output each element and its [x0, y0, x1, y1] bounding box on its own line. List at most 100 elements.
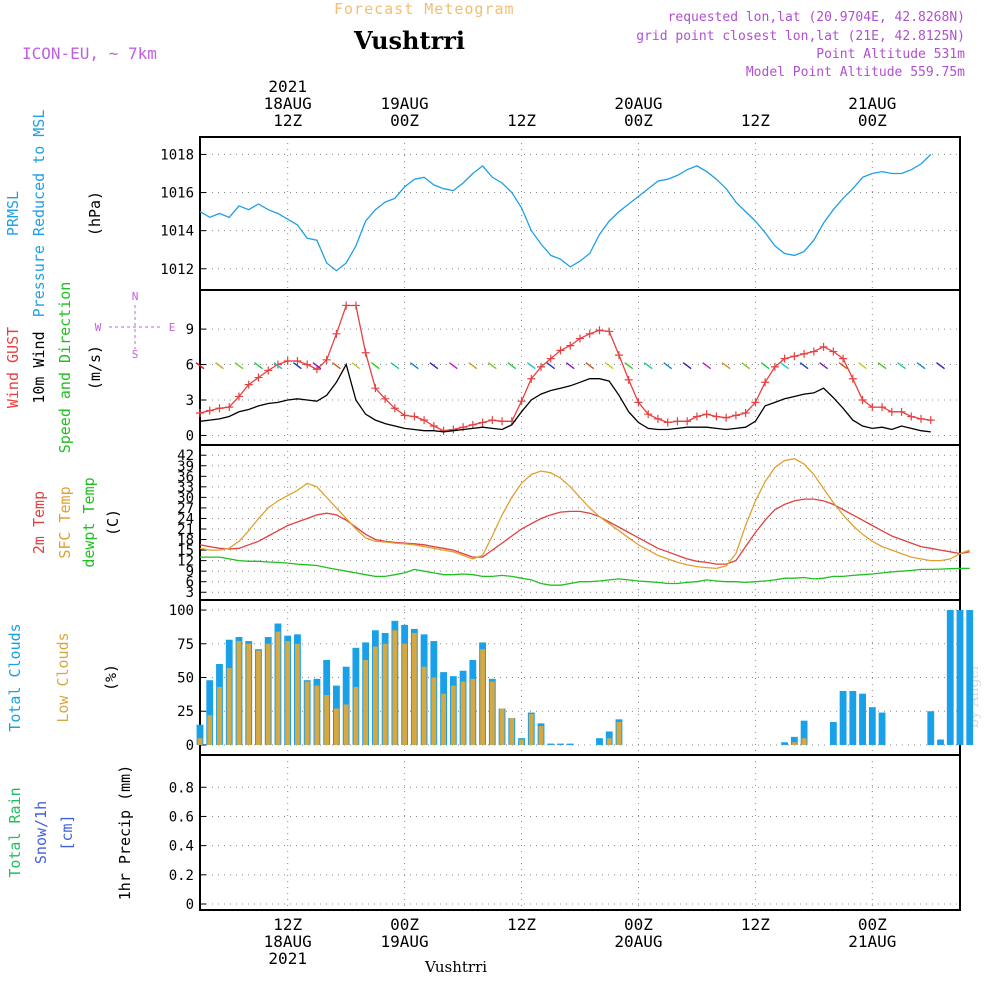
gust-marker — [790, 352, 799, 361]
bottom-time-label: 12Z — [507, 915, 536, 934]
bar-low-clouds — [304, 681, 310, 745]
y-tick-label: 25 — [177, 704, 194, 720]
bar-low-clouds — [226, 668, 232, 745]
bar-low-clouds — [324, 695, 330, 745]
wind-barb — [819, 362, 829, 370]
bar-total-clouds — [937, 739, 944, 745]
top-time-label: 19AUG — [381, 94, 429, 113]
gust-marker — [663, 418, 672, 427]
panel-frame-precip — [199, 754, 961, 911]
gust-marker — [829, 347, 838, 356]
gust-marker — [537, 362, 546, 371]
gust-marker — [926, 416, 935, 425]
gust-marker — [653, 414, 662, 423]
gust-marker — [478, 418, 487, 427]
gust-marker — [283, 357, 292, 365]
gust-marker — [322, 355, 331, 364]
wind-barb — [390, 362, 400, 370]
bar-low-clouds — [295, 643, 300, 745]
gust-marker — [907, 412, 916, 421]
wind-barb — [585, 362, 595, 370]
bar-total-clouds — [596, 738, 603, 745]
bar-total-clouds — [566, 743, 574, 745]
gust-marker — [400, 411, 409, 420]
panel-label-temperature: 2m Temp — [30, 491, 48, 554]
gust-marker — [312, 365, 321, 374]
gust-marker — [468, 420, 477, 429]
gust-marker — [527, 374, 536, 383]
bar-low-clouds — [285, 641, 291, 745]
gust-marker — [215, 404, 224, 413]
y-tick-label: 1014 — [160, 224, 194, 240]
y-tick-label: 1018 — [160, 147, 194, 163]
gust-marker — [595, 326, 604, 335]
gust-marker — [683, 417, 692, 426]
bar-low-clouds — [402, 643, 408, 745]
bar-low-clouds — [616, 722, 622, 745]
gust-marker — [576, 334, 584, 343]
top-time-label: 00Z — [390, 111, 419, 130]
bar-low-clouds — [791, 742, 797, 745]
bar-low-clouds — [801, 738, 807, 745]
y-tick-label: 33 — [177, 480, 194, 496]
wind-barb — [877, 362, 887, 370]
panel-label-pressure: PRMSL — [4, 191, 22, 236]
gust-marker — [303, 360, 312, 369]
gust-marker — [361, 348, 370, 357]
bar-low-clouds — [509, 717, 515, 745]
gust-marker — [692, 412, 701, 421]
gust-marker — [614, 351, 623, 360]
y-tick-label: 18 — [177, 533, 194, 549]
gust-marker — [390, 404, 399, 413]
gust-marker — [264, 366, 273, 375]
bar-total-clouds — [206, 680, 214, 745]
bottom-time-label: 21AUG — [848, 932, 896, 951]
wind-barb — [351, 362, 361, 370]
bar-low-clouds — [460, 681, 466, 745]
y-tick-label: 42 — [177, 448, 194, 464]
panel-frame-pressure — [199, 136, 961, 291]
gust-marker — [293, 357, 302, 365]
closest-coords: grid point closest lon,lat (21E, 42.8125… — [636, 29, 965, 44]
gust-marker — [848, 374, 857, 383]
gust-marker — [722, 413, 731, 422]
bar-low-clouds — [207, 715, 213, 745]
bar-low-clouds — [431, 677, 437, 745]
gust-marker — [858, 396, 867, 404]
bottom-time-label: 19AUG — [381, 932, 429, 951]
wind-barb — [760, 362, 770, 370]
y-tick-label: 21 — [177, 522, 194, 538]
gust-marker — [741, 409, 750, 417]
gust-marker — [556, 346, 565, 355]
bottom-time-label: 00Z — [858, 915, 887, 934]
model-altitude: Model Point Altitude 559.75m — [745, 65, 965, 80]
bar-low-clouds — [421, 666, 427, 745]
gust-marker — [712, 412, 721, 421]
top-time-label: 21AUG — [848, 94, 896, 113]
bar-total-clouds — [781, 742, 789, 745]
gust-marker — [517, 397, 526, 406]
panel-label-pressure: (hPa) — [86, 191, 104, 236]
gust-marker — [342, 301, 351, 310]
gust-marker — [634, 398, 643, 407]
y-tick-label: 0 — [186, 428, 194, 444]
gust-marker — [731, 411, 740, 420]
bar-total-clouds — [878, 712, 886, 745]
y-tick-label: 6 — [186, 575, 194, 591]
y-tick-label: 0.6 — [169, 809, 194, 825]
bar-total-clouds — [196, 724, 204, 745]
bar-low-clouds — [499, 708, 505, 745]
bar-low-clouds — [217, 686, 222, 745]
panel-label-clouds: Total Clouds — [6, 623, 24, 731]
bar-total-clouds — [839, 690, 847, 745]
wind-barb — [370, 362, 380, 370]
gust-marker — [868, 403, 877, 412]
series-line-dewpt-temp — [200, 556, 970, 586]
bar-low-clouds — [275, 631, 281, 745]
bar-low-clouds — [480, 649, 485, 745]
gust-marker — [566, 341, 575, 350]
bar-low-clouds — [382, 643, 388, 745]
bar-low-clouds — [519, 739, 524, 745]
series-line-2m-temp — [199, 498, 970, 565]
